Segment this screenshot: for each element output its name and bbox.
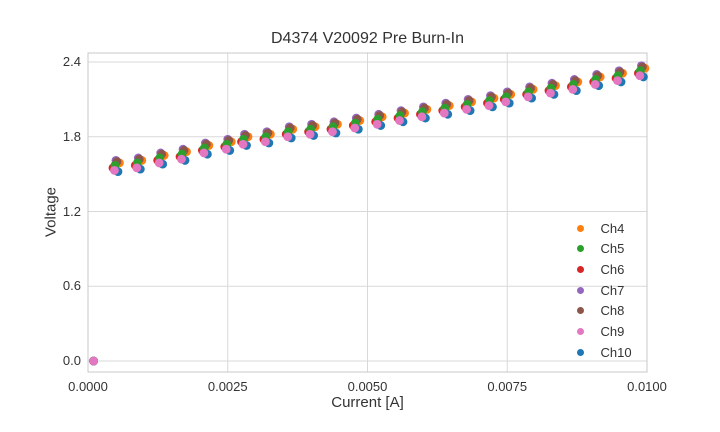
x-tick-label: 0.0025 bbox=[207, 379, 248, 394]
data-point-ch9 bbox=[635, 71, 645, 81]
data-point-ch9 bbox=[462, 104, 472, 114]
y-tick-label: 2.4 bbox=[62, 54, 81, 69]
y-tick-label: 0.0 bbox=[62, 353, 81, 368]
data-point-ch9 bbox=[590, 80, 600, 89]
data-point-ch9 bbox=[350, 123, 360, 133]
data-point-ch9 bbox=[132, 163, 142, 173]
data-point-ch9 bbox=[395, 116, 404, 125]
y-tick-label: 1.2 bbox=[62, 203, 81, 219]
data-point-ch9 bbox=[484, 101, 494, 111]
data-point-ch9 bbox=[546, 88, 555, 98]
data-point-ch9 bbox=[221, 144, 231, 154]
data-point-ch9 bbox=[523, 92, 533, 102]
data-point-ch9 bbox=[372, 119, 382, 129]
x-tick-label: 0.0100 bbox=[627, 379, 667, 394]
x-axis-label: Current [A] bbox=[331, 394, 404, 411]
data-point-ch9 bbox=[89, 356, 98, 366]
data-point-ch9 bbox=[439, 108, 449, 118]
x-tick-label: 0.0000 bbox=[68, 379, 108, 394]
x-tick-label: 0.0050 bbox=[347, 379, 388, 394]
data-point-ch9 bbox=[328, 127, 337, 137]
data-point-ch9 bbox=[177, 154, 186, 164]
data-point-ch9 bbox=[238, 139, 248, 149]
x-tick-label: 0.0075 bbox=[487, 379, 528, 394]
y-tick-label: 1.8 bbox=[62, 128, 81, 144]
data-point-ch9 bbox=[305, 129, 315, 139]
chart-title: D4374 V20092 Pre Burn-In bbox=[270, 30, 464, 47]
data-point-ch9 bbox=[613, 76, 622, 86]
data-point-ch9 bbox=[568, 85, 578, 94]
y-tick-label: 0.6 bbox=[62, 278, 81, 294]
data-point-ch9 bbox=[260, 137, 270, 147]
data-point-ch9 bbox=[283, 132, 293, 142]
data-point-ch9 bbox=[501, 97, 511, 107]
plot-border bbox=[87, 52, 648, 373]
data-point-ch9 bbox=[417, 112, 427, 122]
data-point-ch9 bbox=[199, 148, 209, 158]
data-point-ch9 bbox=[154, 158, 164, 168]
data-point-ch9 bbox=[110, 165, 119, 175]
